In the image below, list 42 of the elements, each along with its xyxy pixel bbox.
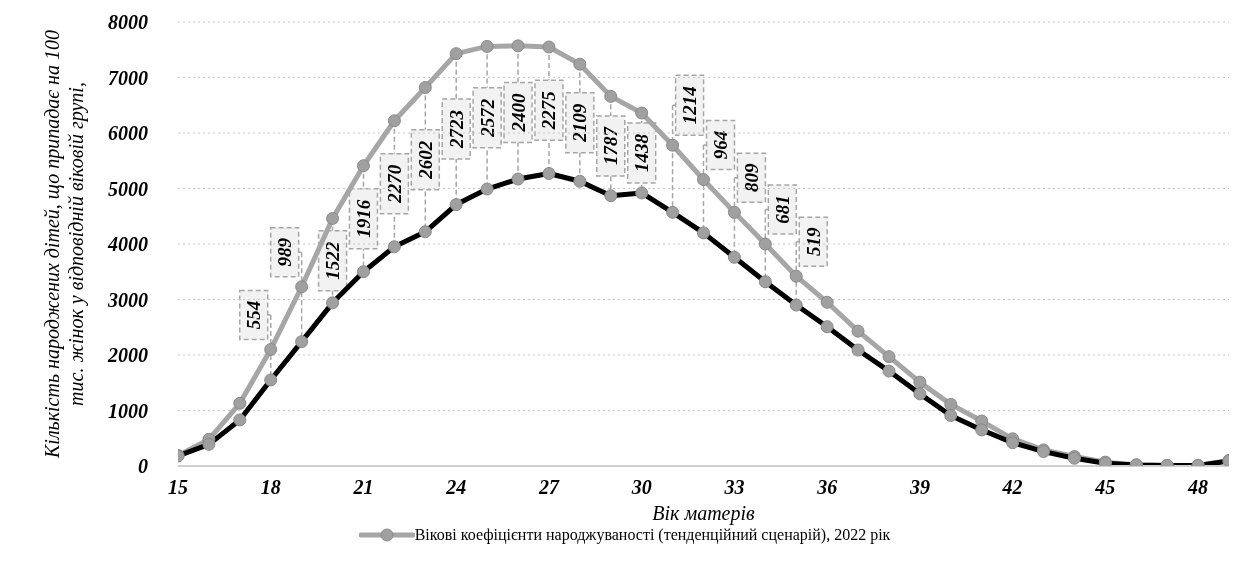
annotation: 2400	[507, 92, 529, 133]
y-tick-label: 6000	[108, 122, 148, 145]
annotation: 2723	[445, 110, 467, 150]
x-axis-title: Вік матерів	[651, 502, 756, 524]
y-tick-label: 4000	[107, 233, 148, 256]
x-tick-label: 27	[537, 476, 560, 499]
annotation: 809	[740, 163, 762, 193]
x-tick-label: 36	[816, 476, 838, 499]
x-tick-label: 33	[723, 476, 745, 499]
annotation: 2572	[476, 98, 498, 138]
y-tick-label: 7000	[108, 66, 148, 89]
y-axis-title: Кількість народжених дітей, що припадає на 100 тис. жінок у відповідній віковій групі,	[40, 29, 88, 460]
annotation: 1438	[631, 133, 653, 172]
x-tick-label: 24	[445, 476, 467, 499]
annotation: 964	[710, 130, 731, 160]
annotation: 1214	[679, 86, 701, 125]
annotation: 989	[274, 237, 296, 267]
annotation: 519	[802, 226, 824, 256]
annotation: 1522	[322, 241, 344, 280]
x-tick-label: 21	[352, 476, 374, 499]
annotation: 1916	[352, 199, 374, 238]
annotation: 1787	[600, 125, 622, 166]
annotation: 554	[243, 300, 265, 330]
y-tick-label: 5000	[108, 177, 148, 200]
annotation: 2275	[538, 90, 560, 131]
legend-label: Вікові коефіцієнти народжуваності (тенденційний сценарій), 2022 рік	[414, 526, 891, 544]
annotation: 2270	[383, 164, 405, 204]
x-tick-label: 15	[168, 476, 188, 499]
x-tick-label: 39	[908, 476, 930, 499]
y-tick-label: 3000	[107, 288, 148, 311]
y-tick-label: 2000	[107, 344, 148, 367]
x-tick-label: 18	[260, 476, 281, 499]
annotation: 2602	[414, 140, 436, 180]
y-tick-label: 1000	[108, 399, 148, 422]
annotation: 681	[771, 195, 793, 224]
y-tick-label: 0	[138, 455, 148, 478]
x-tick-label: 30	[630, 476, 652, 499]
x-tick-label: 45	[1094, 476, 1116, 499]
annotation: 2109	[569, 103, 591, 143]
x-tick-label: 42	[1001, 476, 1023, 499]
x-tick-label: 48	[1187, 476, 1209, 499]
y-tick-label: 8000	[108, 11, 148, 34]
